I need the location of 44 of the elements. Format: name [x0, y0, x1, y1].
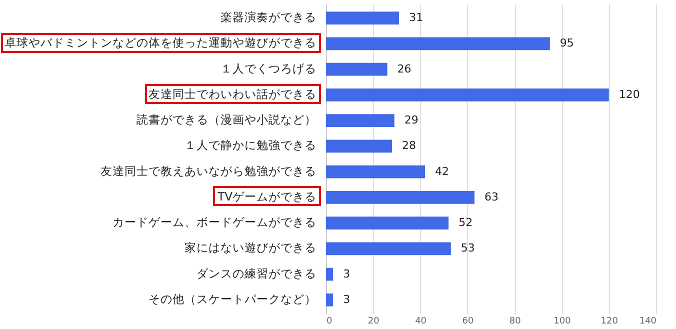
y-tick-label: ダンスの練習ができる	[196, 266, 316, 280]
bar	[326, 216, 449, 230]
y-tick-label: 友達同士で教えあいながら勉強ができる	[100, 164, 316, 178]
bar	[326, 140, 392, 153]
bar	[326, 12, 400, 24]
data-label: 120	[618, 88, 640, 101]
y-tick-label: １人で静かに勉強できる	[184, 138, 316, 152]
data-label: 3	[343, 292, 350, 306]
x-tick-label: 100	[554, 316, 572, 326]
data-label: 29	[404, 114, 418, 127]
x-tick-label: 120	[600, 316, 618, 326]
bar	[326, 191, 474, 204]
x-tick-label: 140	[639, 316, 657, 326]
x-tick-label: 80	[509, 316, 522, 326]
y-tick-label: 卓球やバドミントンなどの体を使った運動や遊びができる	[4, 36, 316, 50]
data-label: 42	[435, 164, 449, 178]
bar	[326, 294, 334, 306]
y-tick-label: 友達同士でわいわい話ができる	[148, 86, 316, 101]
y-tick-label: １人でくつろげる	[220, 61, 316, 76]
bar	[326, 242, 451, 256]
bar	[326, 62, 388, 76]
data-label: 31	[409, 11, 424, 24]
y-tick-label: 家にはない遊びができる	[184, 240, 316, 255]
bar	[326, 88, 609, 102]
data-label: 52	[458, 216, 473, 230]
bar	[326, 165, 425, 178]
y-tick-label: その他（スケートパークなど）	[148, 292, 316, 306]
x-tick-label: 20	[368, 316, 380, 326]
data-label: 63	[484, 190, 498, 204]
data-label: 3	[343, 267, 350, 280]
data-label: 53	[460, 242, 475, 255]
y-tick-label: TVゲームができる	[216, 189, 316, 204]
y-tick-label: 楽器演奏ができる	[220, 10, 316, 24]
x-tick-label: 0	[326, 316, 332, 326]
bar	[326, 268, 334, 281]
y-tick-label: 読書ができる（漫画や小説など）	[136, 112, 316, 127]
x-tick-label: 60	[462, 316, 474, 326]
data-label: 28	[402, 139, 416, 152]
x-tick-label: 40	[415, 316, 427, 326]
bar	[326, 37, 550, 50]
data-label: 26	[397, 62, 412, 76]
bar	[326, 114, 394, 127]
data-label: 95	[560, 36, 574, 50]
y-tick-label: カードゲーム、ボードゲームができる	[112, 215, 316, 230]
